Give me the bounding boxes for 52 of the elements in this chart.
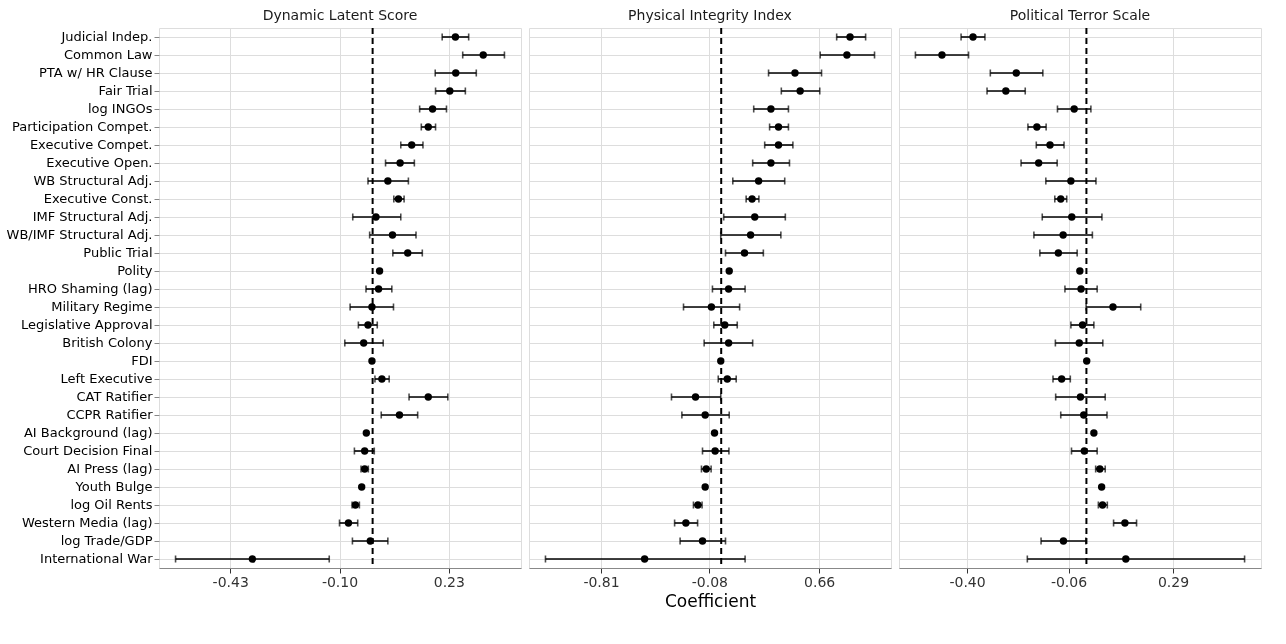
y-tick-label: CAT Ratifier <box>76 389 154 404</box>
point <box>1076 267 1084 275</box>
y-tick-label: Executive Compet. <box>29 137 153 152</box>
y-tick-label: Participation Compet. <box>12 119 153 134</box>
y-tick-label: Legislative Approval <box>21 317 153 332</box>
y-tick-label: AI Background (lag) <box>23 425 153 440</box>
chart-title: Physical Integrity Index <box>628 7 792 23</box>
point <box>1097 483 1106 491</box>
y-tick-label: log Oil Rents <box>70 497 153 512</box>
point <box>725 267 733 275</box>
y-tick-label: Left Executive <box>60 371 153 386</box>
y-tick-label: Military Regime <box>51 299 153 314</box>
point <box>1090 429 1098 437</box>
y-tick-label: FDI <box>131 353 153 368</box>
y-tick-label: WB/IMF Structural Adj. <box>6 227 153 242</box>
x-tick-label: 0.29 <box>1157 573 1190 590</box>
y-tick-label: Executive Open. <box>46 155 153 170</box>
y-tick-label: International War <box>40 551 154 566</box>
y-tick-label: Judicial Indep. <box>60 29 153 44</box>
x-tick-label: -0.06 <box>1050 573 1088 590</box>
y-tick-label: Common Law <box>63 47 153 62</box>
y-tick-label: PTA w/ HR Clause <box>38 65 153 80</box>
x-tick-label: -0.81 <box>583 573 620 590</box>
point <box>375 267 384 275</box>
y-tick-label: Court Decision Final <box>23 443 153 458</box>
x-tick-label: -0.43 <box>212 573 249 590</box>
y-tick-label: Executive Const. <box>43 191 153 206</box>
x-axis-title: Coefficient <box>664 590 757 611</box>
x-tick-label: 0.23 <box>433 573 465 590</box>
y-tick-label: log Trade/GDP <box>60 533 153 548</box>
y-tick-label: Public Trial <box>83 245 153 260</box>
x-tick-label: 0.66 <box>804 573 836 590</box>
y-tick-label: British Colony <box>62 335 153 350</box>
point <box>710 429 719 437</box>
y-tick-label: WB Structural Adj. <box>33 173 153 188</box>
x-tick-label: -0.40 <box>949 573 986 590</box>
y-tick-label: HRO Shaming (lag) <box>27 281 153 296</box>
point <box>362 429 371 437</box>
x-tick-label: -0.08 <box>691 573 728 590</box>
y-tick-label: CCPR Ratifier <box>66 407 154 422</box>
x-tick-label: -0.10 <box>321 573 359 590</box>
chart-title: Political Terror Scale <box>1009 7 1151 23</box>
chart-title: Dynamic Latent Score <box>262 7 418 23</box>
y-tick-label: Youth Bulge <box>74 479 153 494</box>
y-tick-label: log INGOs <box>87 101 153 116</box>
y-tick-label: IMF Structural Adj. <box>32 209 153 224</box>
y-tick-label: Polity <box>117 263 153 278</box>
point <box>357 483 366 491</box>
y-tick-label: Fair Trial <box>98 83 153 98</box>
y-tick-label: Western Media (lag) <box>21 515 153 530</box>
point <box>701 483 709 491</box>
y-tick-label: AI Press (lag) <box>67 461 153 476</box>
